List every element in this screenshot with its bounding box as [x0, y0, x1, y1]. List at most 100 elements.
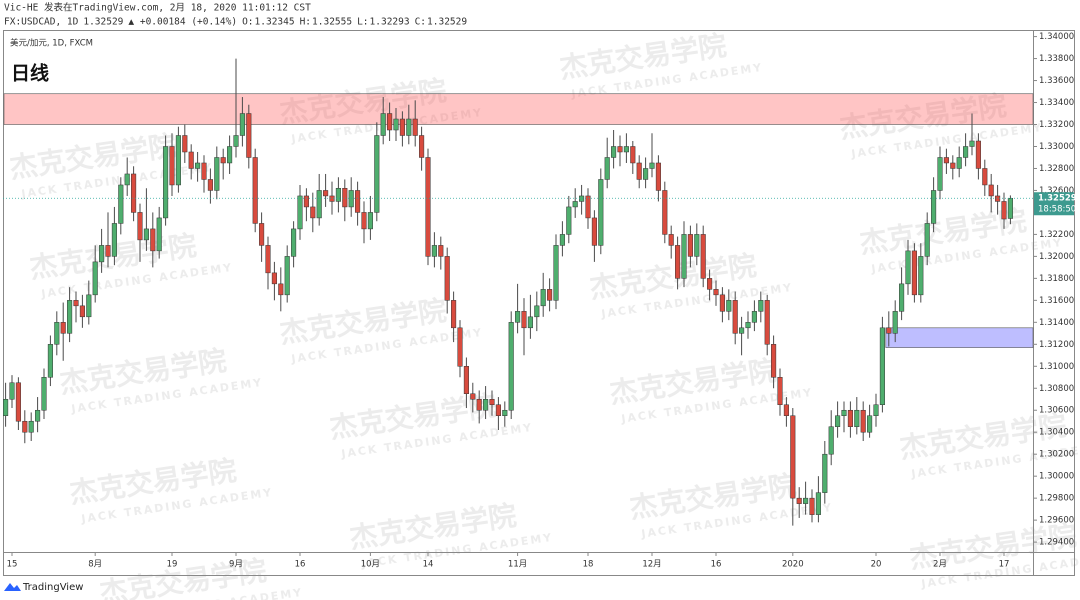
legend-line: FX:USDCAD, 1D 1.32529 ▲ +0.00184 (+0.14%) O… — [4, 17, 467, 28]
candle-body — [931, 190, 937, 224]
chart-title: 日线 — [11, 62, 49, 85]
candle-body — [227, 146, 233, 164]
candle-body — [54, 322, 60, 345]
candle-body — [60, 322, 66, 334]
candle-body — [854, 409, 860, 427]
candle-body — [310, 206, 316, 219]
candle-body — [342, 187, 348, 208]
candle-body — [412, 118, 418, 136]
candle-body — [604, 157, 610, 180]
y-tick-label: 1.34000 — [1039, 32, 1074, 42]
candle-body — [892, 311, 898, 334]
candle-body — [175, 135, 181, 186]
candle-body — [732, 300, 738, 334]
x-tick-label: 12月 — [642, 560, 661, 570]
legend-item: 1.32555 — [312, 17, 352, 28]
last-price-label: 1.32529 — [1038, 194, 1077, 204]
candle-body — [99, 245, 105, 263]
candle-body — [905, 250, 911, 285]
brand: TradingView — [22, 582, 83, 593]
candle-body — [643, 168, 649, 180]
candle-body — [995, 195, 1001, 202]
y-tick-label: 1.32600 — [1039, 186, 1074, 196]
candle-body — [758, 300, 764, 312]
candle-body — [387, 113, 393, 131]
candle-body — [86, 294, 92, 318]
candle-body — [137, 212, 143, 241]
zones — [3, 93, 1034, 348]
zone — [885, 327, 1034, 348]
y-tick-label: 1.33800 — [1039, 54, 1074, 64]
candle-body — [195, 162, 201, 169]
candle-body — [35, 409, 41, 422]
candle-body — [163, 146, 169, 219]
candle-body — [771, 344, 777, 378]
candle-body — [668, 234, 674, 246]
y-tick-label: 1.30000 — [1039, 472, 1074, 482]
candle-body — [675, 245, 681, 279]
candle-body — [662, 190, 668, 235]
candle-body — [156, 217, 162, 252]
candle-body — [822, 453, 828, 493]
candle-body — [956, 157, 962, 169]
candle-body — [207, 179, 213, 191]
candle-body — [611, 146, 617, 158]
candle-body — [751, 311, 757, 323]
candle-body — [1007, 197, 1013, 219]
legend-label: C: — [415, 17, 426, 28]
candle-body — [873, 404, 879, 416]
candle-body — [719, 294, 725, 312]
candle-body — [726, 300, 732, 312]
y-tick-label: 1.30400 — [1039, 428, 1074, 438]
candle-body — [566, 206, 572, 235]
candle-body — [220, 157, 226, 164]
candle-body — [73, 300, 79, 307]
candle-body — [303, 195, 309, 208]
legend-item: 1.32529 — [427, 17, 467, 28]
candle-body — [483, 398, 489, 411]
y-tick-label: 1.29800 — [1039, 494, 1074, 504]
candle-body — [963, 146, 969, 158]
x-tick-label: 16 — [711, 560, 722, 570]
x-tick-label: 14 — [423, 560, 434, 570]
candle-body — [329, 195, 335, 202]
y-tick-label: 1.30200 — [1039, 450, 1074, 460]
candle-body — [393, 118, 399, 131]
x-tick-label: 8月 — [88, 560, 102, 570]
y-tick-label: 1.30800 — [1039, 384, 1074, 394]
candle-body — [335, 187, 341, 202]
candle-body — [988, 184, 994, 197]
candle-body — [355, 190, 361, 213]
candle-body — [547, 289, 553, 301]
candle-body — [975, 140, 981, 169]
candle-body — [431, 245, 437, 257]
logo-icon — [4, 583, 21, 591]
legend-item: 1.32293 — [370, 17, 410, 28]
candle-body — [259, 223, 265, 246]
candle-body — [3, 398, 9, 416]
y-tick-label: 1.30600 — [1039, 406, 1074, 416]
candle-body — [783, 404, 789, 416]
candle-body — [92, 261, 98, 296]
candle-body — [169, 146, 175, 186]
candle-body — [361, 212, 367, 230]
candle-body — [47, 344, 53, 378]
candle-body — [681, 234, 687, 279]
candle-body — [1001, 201, 1007, 220]
candle-body — [124, 173, 130, 186]
candle-body — [943, 157, 949, 164]
legend-item: ▲ +0.00184 (+0.14%) — [128, 17, 237, 28]
axes: 1.34000 1.33800 1.33600 1.33400 1.33200 1.330… — [7, 32, 1077, 569]
candle-body — [41, 377, 47, 411]
legend-item: 1.32529 — [83, 17, 123, 28]
x-tick-label: 18 — [583, 560, 594, 570]
candle-body — [655, 162, 661, 191]
candles — [3, 58, 1033, 526]
candle-body — [745, 322, 751, 329]
candle-body — [860, 409, 866, 433]
x-tick-label: 9月 — [229, 560, 243, 570]
footer-logo: TradingView — [4, 582, 83, 593]
candle-body — [847, 409, 853, 427]
y-tick-label: 1.31800 — [1039, 274, 1074, 284]
y-tick-label: 1.32200 — [1039, 230, 1074, 240]
